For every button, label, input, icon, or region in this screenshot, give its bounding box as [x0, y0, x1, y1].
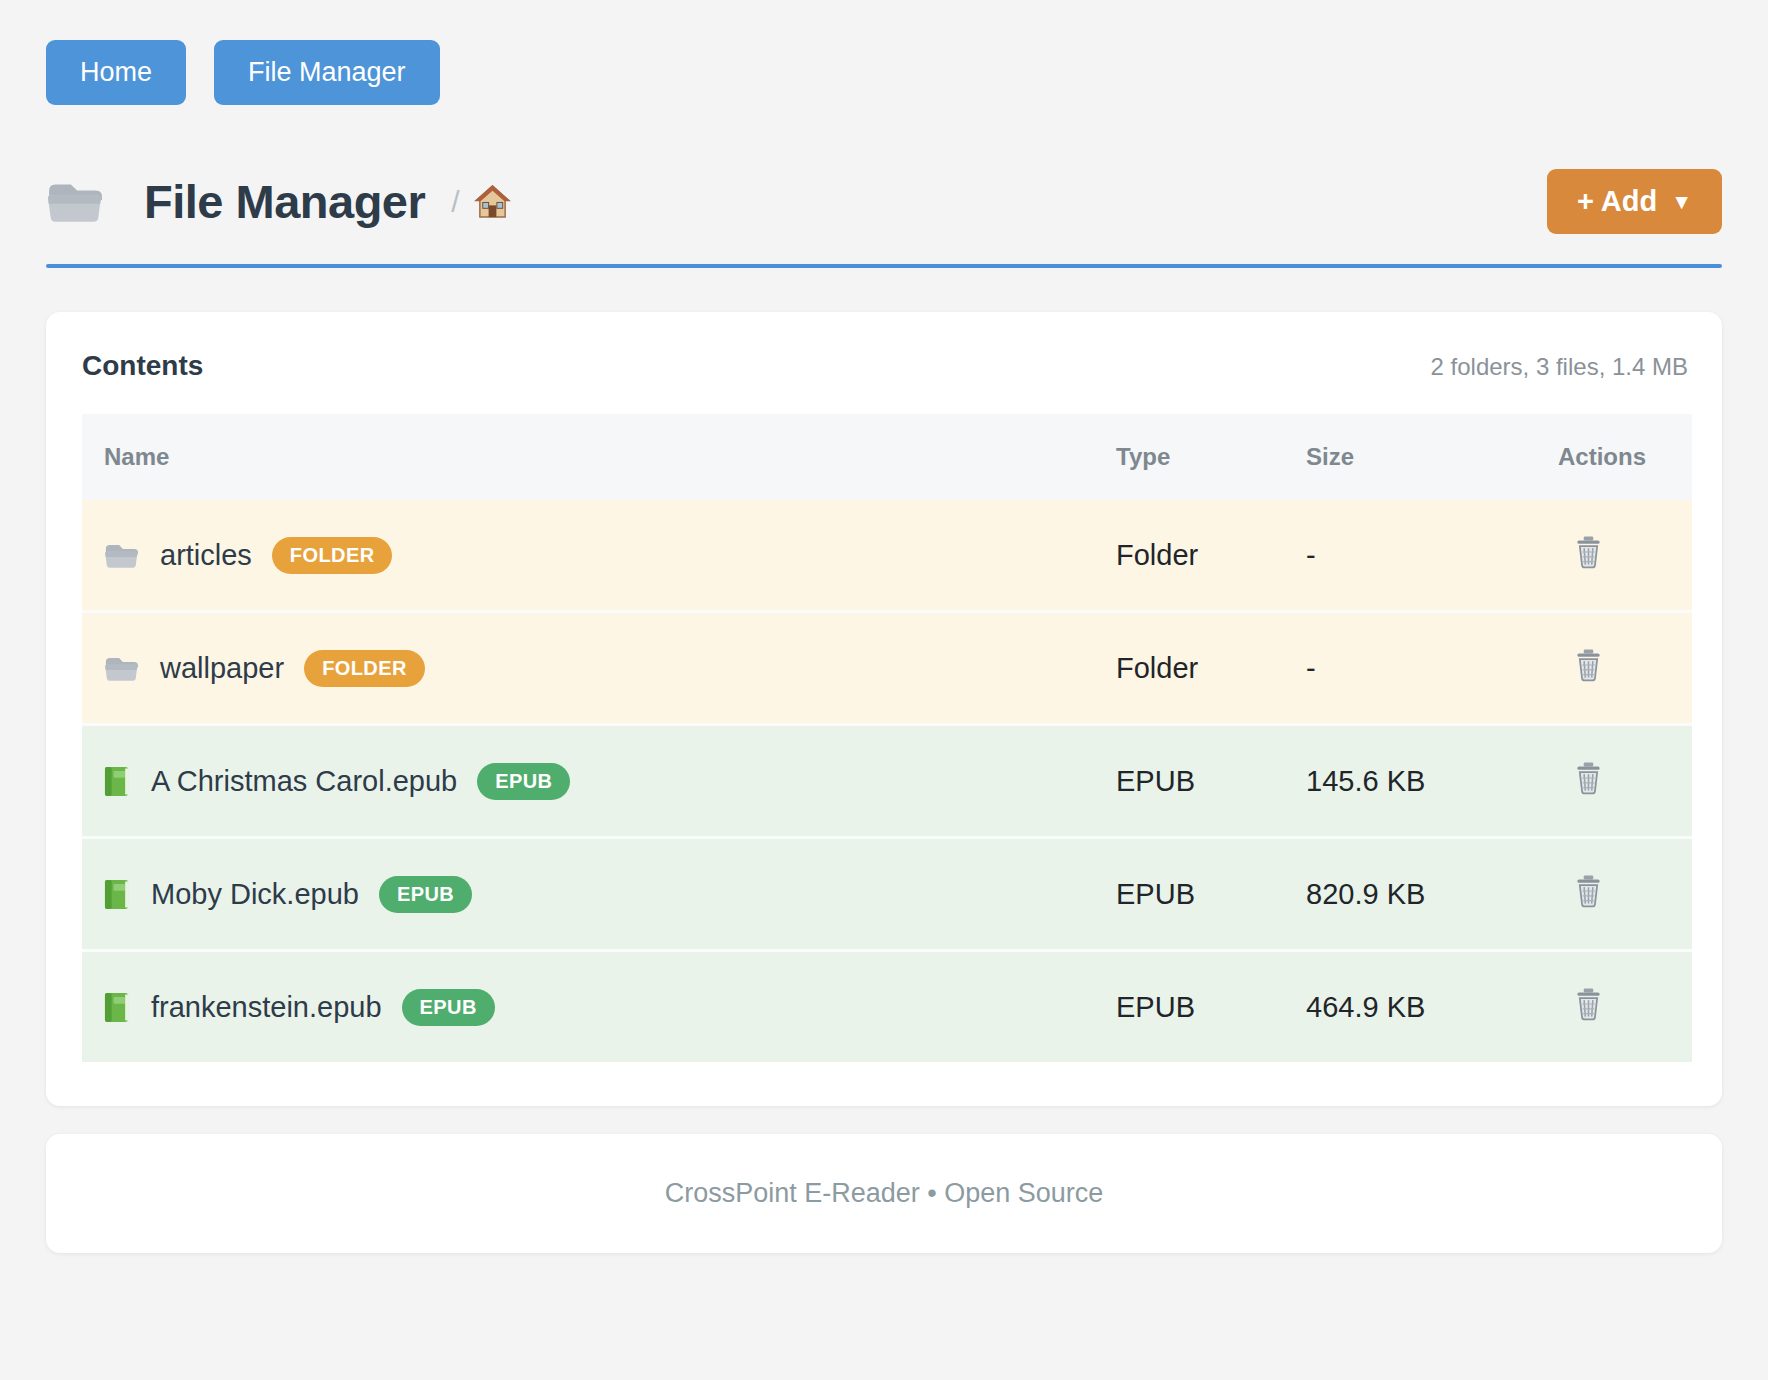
entry-name: Moby Dick.epub: [151, 878, 359, 911]
add-button[interactable]: + Add ▼: [1547, 169, 1722, 234]
book-icon: [104, 766, 129, 797]
type-badge: EPUB: [402, 989, 495, 1026]
book-icon: [104, 992, 129, 1023]
trash-icon: [1574, 875, 1603, 911]
footer-card: CrossPoint E-Reader • Open Source: [46, 1134, 1722, 1253]
contents-summary: 2 folders, 3 files, 1.4 MB: [1431, 353, 1688, 381]
trash-icon: [1574, 536, 1603, 572]
column-header-size: Size: [1306, 414, 1558, 500]
folder-icon: [104, 654, 138, 683]
entry-size: 820.9 KB: [1306, 838, 1558, 951]
nav-home-button[interactable]: Home: [46, 40, 186, 105]
folder-icon: [104, 541, 138, 570]
delete-button[interactable]: [1572, 986, 1605, 1026]
entry-link[interactable]: Moby Dick.epub EPUB: [104, 876, 1116, 913]
entry-size: -: [1306, 500, 1558, 612]
entry-type: EPUB: [1116, 725, 1306, 838]
breadcrumb-separator: /: [451, 185, 459, 219]
table-row: Moby Dick.epub EPUB EPUB 820.9 KB: [82, 838, 1692, 951]
table-row: frankenstein.epub EPUB EPUB 464.9 KB: [82, 951, 1692, 1063]
header-divider: [46, 264, 1722, 268]
add-button-label: + Add: [1577, 185, 1657, 218]
column-header-name: Name: [82, 414, 1116, 500]
title-wrap: File Manager /: [46, 174, 511, 229]
entry-type: Folder: [1116, 500, 1306, 612]
book-icon: [104, 879, 129, 910]
entry-size: -: [1306, 612, 1558, 725]
column-header-actions: Actions: [1558, 414, 1692, 500]
entry-name: wallpaper: [160, 652, 284, 685]
delete-button[interactable]: [1572, 534, 1605, 574]
delete-button[interactable]: [1572, 647, 1605, 687]
type-badge: FOLDER: [304, 650, 425, 687]
entry-link[interactable]: wallpaper FOLDER: [104, 650, 1116, 687]
home-icon[interactable]: [474, 184, 511, 219]
entry-size: 464.9 KB: [1306, 951, 1558, 1063]
trash-icon: [1574, 762, 1603, 798]
table-row: A Christmas Carol.epub EPUB EPUB 145.6 K…: [82, 725, 1692, 838]
contents-title: Contents: [82, 350, 203, 382]
entry-name: frankenstein.epub: [151, 991, 382, 1024]
table-header-row: Name Type Size Actions: [82, 414, 1692, 500]
type-badge: EPUB: [379, 876, 472, 913]
entry-type: EPUB: [1116, 838, 1306, 951]
column-header-type: Type: [1116, 414, 1306, 500]
entry-link[interactable]: frankenstein.epub EPUB: [104, 989, 1116, 1026]
footer-text: CrossPoint E-Reader • Open Source: [665, 1178, 1104, 1208]
delete-button[interactable]: [1572, 760, 1605, 800]
entry-name: articles: [160, 539, 252, 572]
entry-type: EPUB: [1116, 951, 1306, 1063]
trash-icon: [1574, 988, 1603, 1024]
type-badge: FOLDER: [272, 537, 393, 574]
trash-icon: [1574, 649, 1603, 685]
nav-file-manager-button[interactable]: File Manager: [214, 40, 440, 105]
folder-icon: [46, 178, 102, 225]
entry-link[interactable]: articles FOLDER: [104, 537, 1116, 574]
chevron-down-icon: ▼: [1671, 190, 1692, 214]
page-title: File Manager: [144, 174, 425, 229]
page-header: File Manager / + Add ▼: [46, 169, 1722, 234]
table-row: wallpaper FOLDER Folder -: [82, 612, 1692, 725]
entry-size: 145.6 KB: [1306, 725, 1558, 838]
contents-card: Contents 2 folders, 3 files, 1.4 MB Name…: [46, 312, 1722, 1106]
table-row: articles FOLDER Folder -: [82, 500, 1692, 612]
file-manager-page: Home File Manager File Manager /: [0, 0, 1768, 1380]
top-nav: Home File Manager: [46, 40, 1722, 105]
entry-link[interactable]: A Christmas Carol.epub EPUB: [104, 763, 1116, 800]
type-badge: EPUB: [477, 763, 570, 800]
entry-type: Folder: [1116, 612, 1306, 725]
delete-button[interactable]: [1572, 873, 1605, 913]
entry-name: A Christmas Carol.epub: [151, 765, 457, 798]
contents-card-head: Contents 2 folders, 3 files, 1.4 MB: [82, 350, 1692, 382]
files-table: Name Type Size Actions articles FOLDER F…: [82, 414, 1692, 1062]
